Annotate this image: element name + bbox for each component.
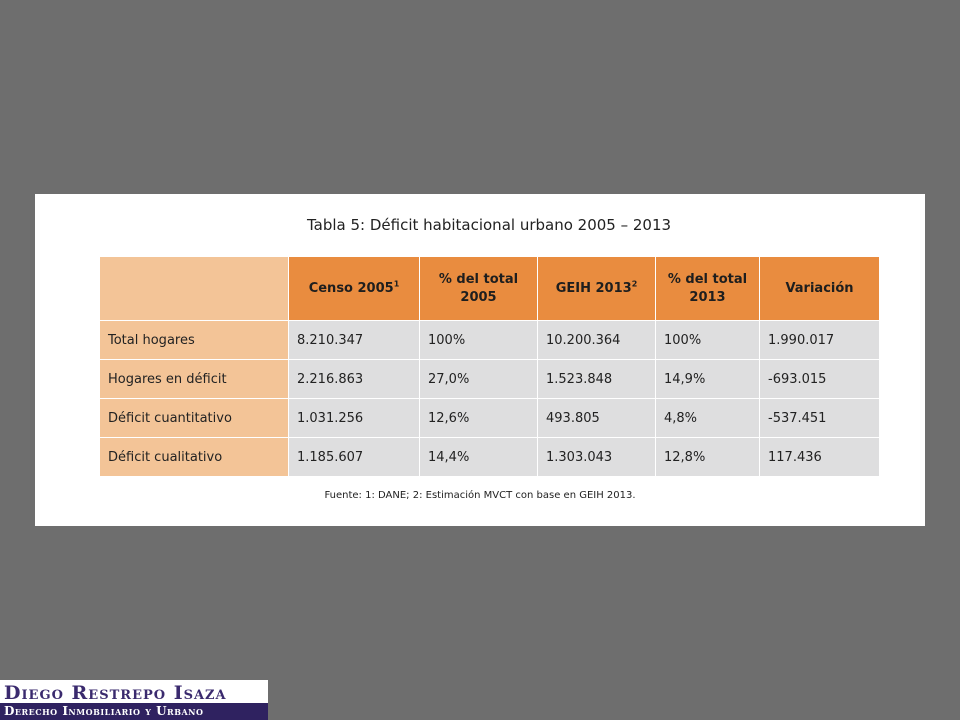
- table-cell: 2.216.863: [288, 359, 420, 399]
- column-header-censo-2005: Censo 20051: [288, 256, 420, 321]
- table-cell: 14,9%: [655, 359, 760, 399]
- table-cell: 493.805: [537, 398, 656, 438]
- table-row: Total hogares 8.210.347 100% 10.200.364 …: [99, 320, 880, 360]
- row-label: Déficit cualitativo: [99, 437, 289, 477]
- column-header-geih-2013: GEIH 20132: [537, 256, 656, 321]
- header-corner-cell: [99, 256, 289, 321]
- logo-tagline: Derecho Inmobiliario y Urbano: [4, 704, 204, 718]
- table-row: Déficit cualitativo 1.185.607 14,4% 1.30…: [99, 437, 880, 477]
- table-cell: 117.436: [759, 437, 880, 477]
- table-cell: 100%: [419, 320, 538, 360]
- deficit-table: Censo 20051 % del total 2005 GEIH 20132 …: [99, 256, 880, 477]
- table-cell: 27,0%: [419, 359, 538, 399]
- row-label: Déficit cuantitativo: [99, 398, 289, 438]
- table-cell: 10.200.364: [537, 320, 656, 360]
- table-cell: 12,6%: [419, 398, 538, 438]
- table-cell: 8.210.347: [288, 320, 420, 360]
- table-title: Tabla 5: Déficit habitacional urbano 200…: [306, 216, 672, 234]
- table-cell: 12,8%: [655, 437, 760, 477]
- table-cell: 1.031.256: [288, 398, 420, 438]
- table-cell: 1.185.607: [288, 437, 420, 477]
- logo-name: Diego Restrepo Isaza: [4, 682, 227, 704]
- logo-tagline-bar: Derecho Inmobiliario y Urbano: [0, 703, 268, 720]
- brand-logo: Diego Restrepo Isaza Derecho Inmobiliari…: [0, 680, 268, 720]
- table-cell: 1.990.017: [759, 320, 880, 360]
- row-label: Total hogares: [99, 320, 289, 360]
- column-header-pct-total-2005: % del total 2005: [419, 256, 538, 321]
- table-cell: -537.451: [759, 398, 880, 438]
- table-header-row: Censo 20051 % del total 2005 GEIH 20132 …: [99, 256, 880, 321]
- table-cell: 100%: [655, 320, 760, 360]
- table-row: Déficit cuantitativo 1.031.256 12,6% 493…: [99, 398, 880, 438]
- table-cell: 4,8%: [655, 398, 760, 438]
- table-slide-panel: Tabla 5: Déficit habitacional urbano 200…: [35, 194, 925, 526]
- table-row: Hogares en déficit 2.216.863 27,0% 1.523…: [99, 359, 880, 399]
- table-cell: 14,4%: [419, 437, 538, 477]
- table-cell: 1.303.043: [537, 437, 656, 477]
- row-label: Hogares en déficit: [99, 359, 289, 399]
- column-header-variacion: Variación: [759, 256, 880, 321]
- table-cell: 1.523.848: [537, 359, 656, 399]
- table-source-note: Fuente: 1: DANE; 2: Estimación MVCT con …: [324, 490, 636, 501]
- column-header-pct-total-2013: % del total 2013: [655, 256, 760, 321]
- table-cell: -693.015: [759, 359, 880, 399]
